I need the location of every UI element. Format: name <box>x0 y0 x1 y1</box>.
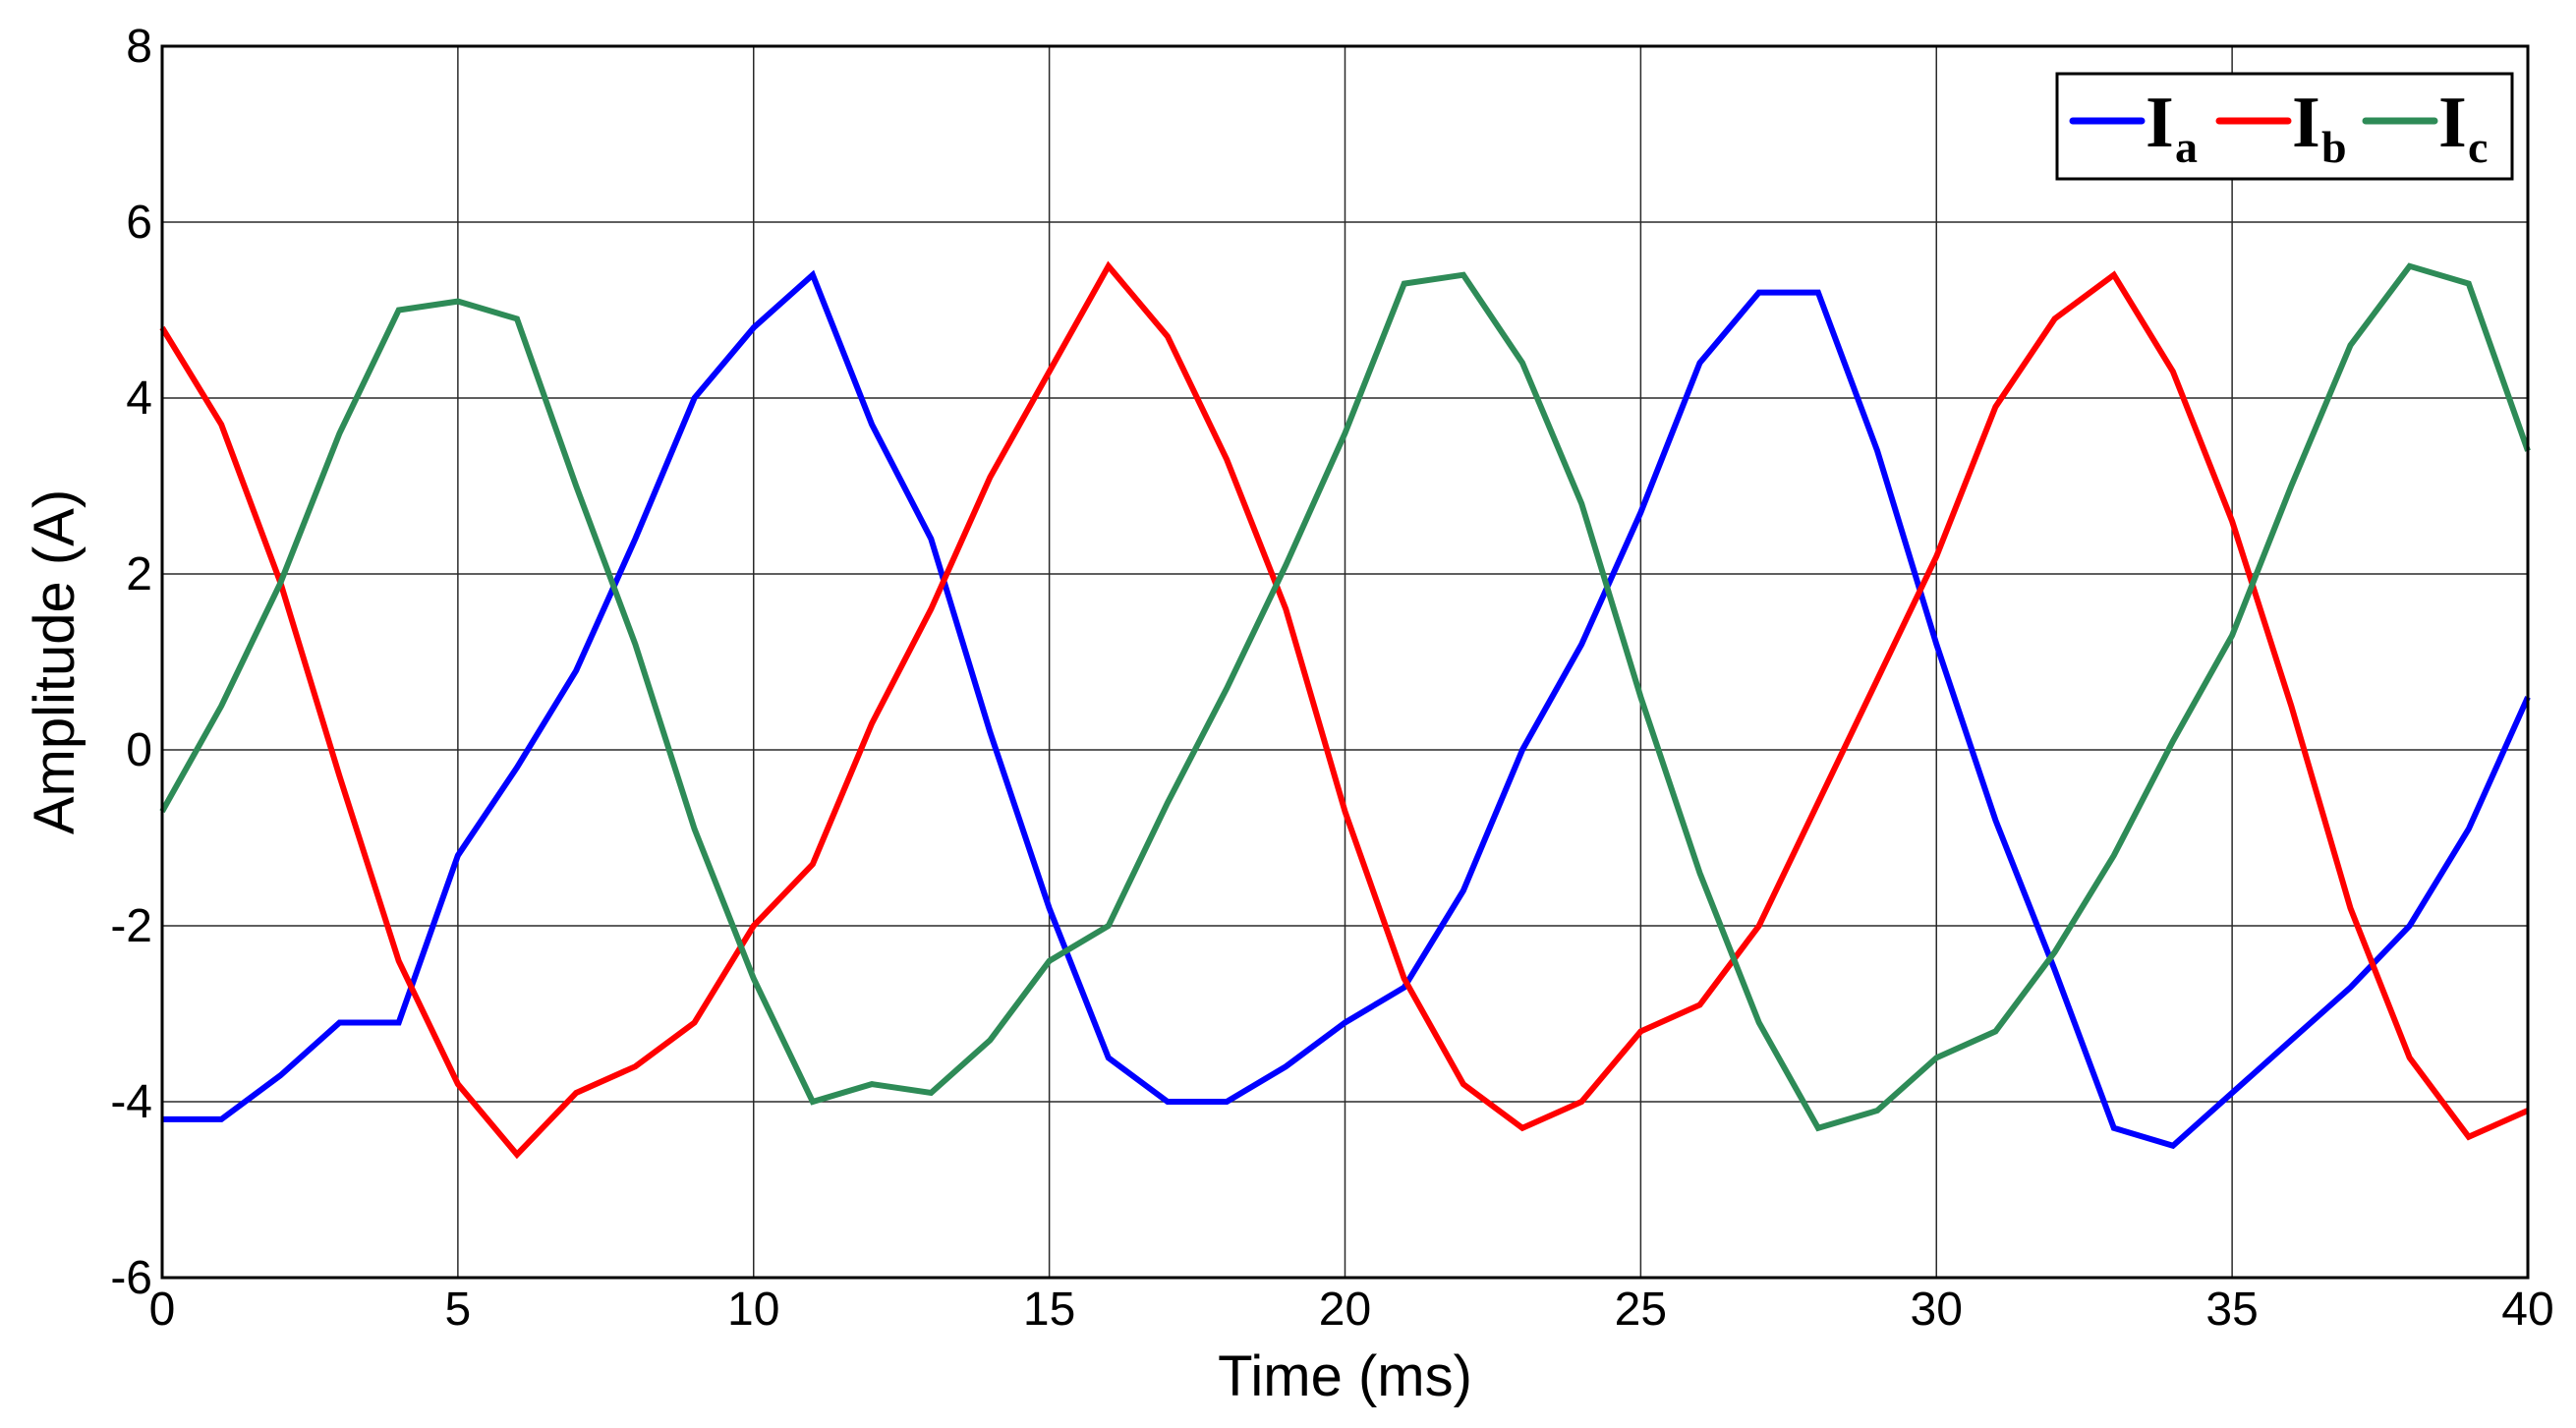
x-tick-label: 0 <box>149 1284 176 1336</box>
legend-label-sub-a: a <box>2175 122 2198 172</box>
x-tick-label: 5 <box>445 1284 472 1336</box>
legend-label-sub-c: c <box>2468 122 2488 172</box>
y-tick-label: 4 <box>126 372 152 425</box>
x-tick-label: 25 <box>1615 1284 1667 1336</box>
legend-label-sub-b: b <box>2321 122 2347 172</box>
y-tick-label: -2 <box>110 900 152 952</box>
series-lines <box>159 260 2531 1160</box>
tick-labels: 0 5 10 15 20 25 30 35 40 -6 -4 -2 0 2 4 6 8 <box>110 21 2553 1336</box>
y-tick-label: 6 <box>126 197 152 249</box>
x-tick-label: 10 <box>727 1284 779 1336</box>
y-tick-label: -4 <box>110 1076 152 1128</box>
x-axis-label: Time (ms) <box>1218 1344 1472 1408</box>
legend-label-a: I <box>2146 83 2174 163</box>
x-tick-label: 15 <box>1023 1284 1075 1336</box>
legend-box <box>2055 72 2514 181</box>
x-tick-label: 40 <box>2501 1284 2553 1336</box>
x-tick-label: 30 <box>1911 1284 1963 1336</box>
plot-frame <box>160 44 2530 1280</box>
series-line-a <box>162 269 2531 1150</box>
y-tick-label: 8 <box>126 21 152 73</box>
y-tick-label: 0 <box>126 724 152 776</box>
x-tick-label: 20 <box>1319 1284 1371 1336</box>
legend-label-c: I <box>2438 83 2467 163</box>
x-tick-label: 35 <box>2205 1284 2258 1336</box>
y-tick-label: 2 <box>126 548 152 600</box>
y-axis-label: Amplitude (A) <box>23 489 86 834</box>
series-line-c <box>159 262 2531 1132</box>
legend-label-b: I <box>2292 83 2320 163</box>
y-tick-label: -6 <box>110 1252 152 1304</box>
series-line-b <box>159 260 2530 1160</box>
